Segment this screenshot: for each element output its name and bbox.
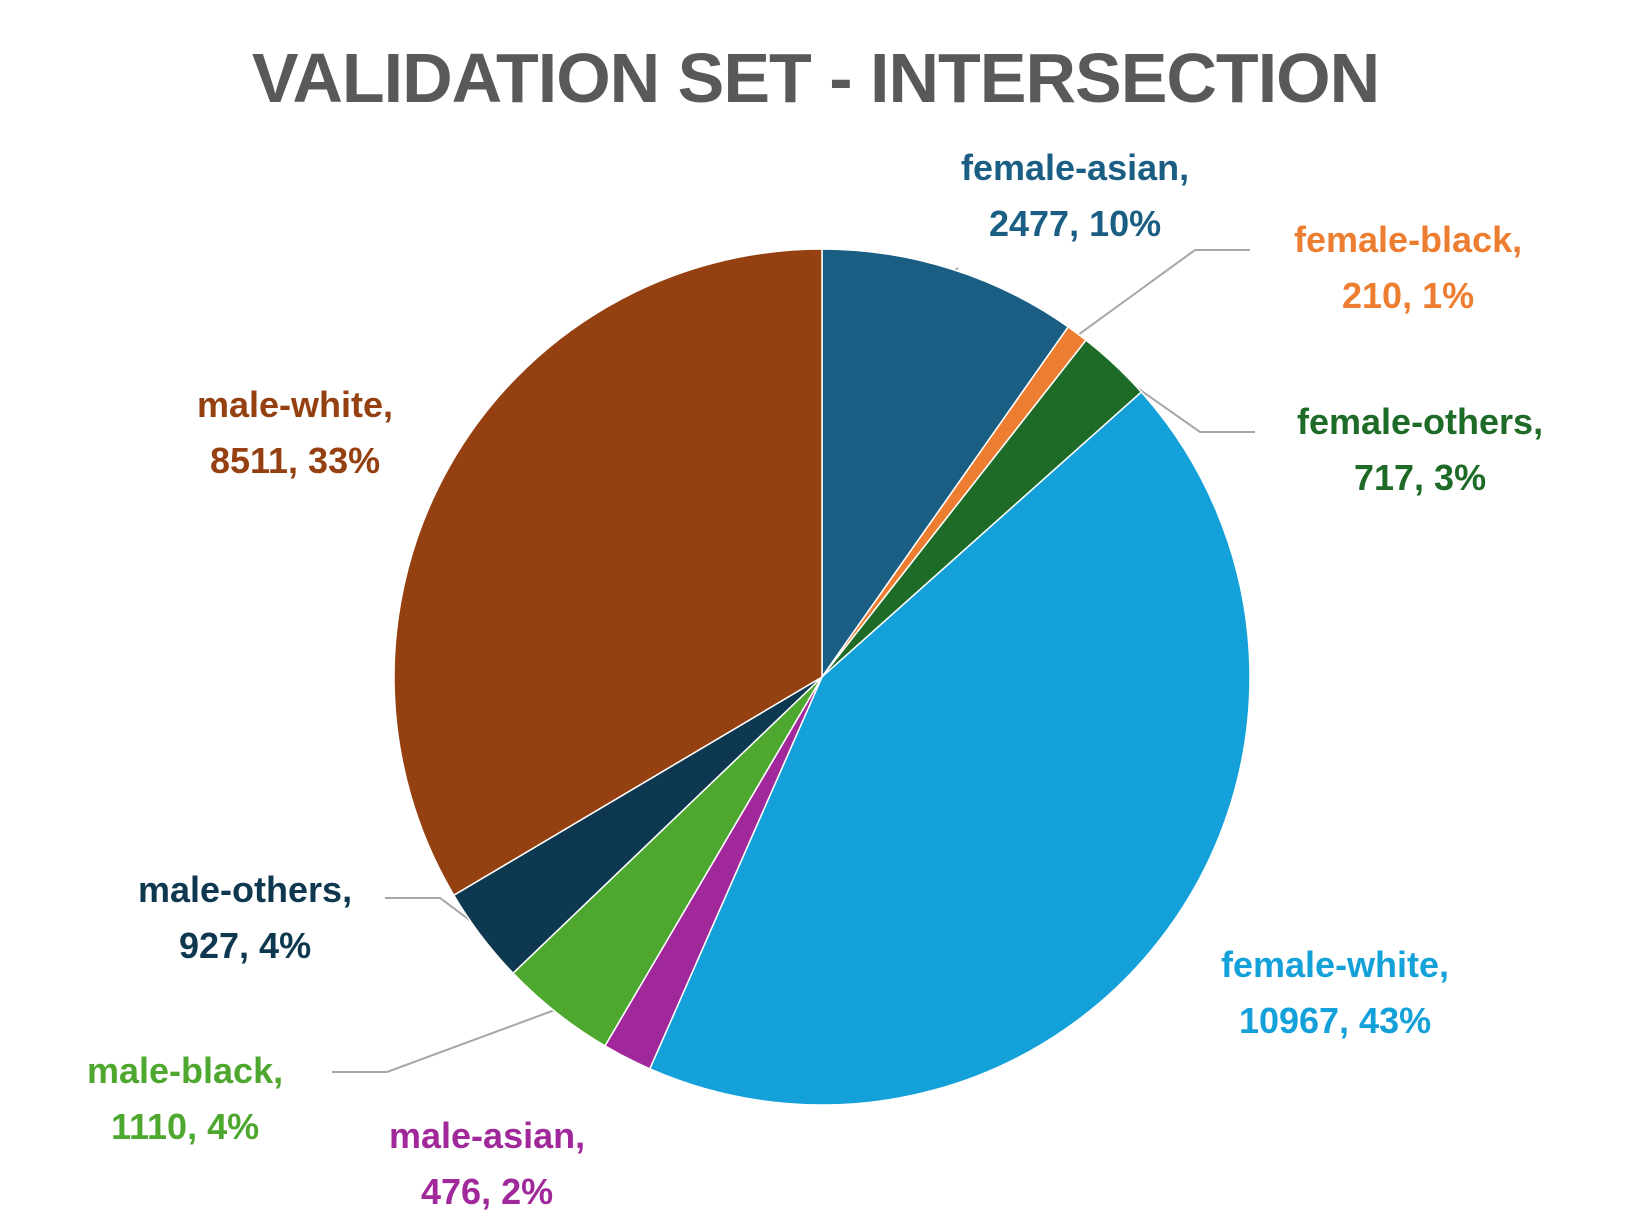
data-label-female-asian: female-asian, 2477, 10%: [961, 140, 1189, 252]
leader-line-female-black: [1073, 249, 1250, 340]
pie-slice-male-white: [393, 248, 823, 897]
data-label-male-white: male-white, 8511, 33%: [197, 377, 393, 489]
data-label-name: male-asian,: [389, 1115, 586, 1156]
data-label-name: female-asian,: [961, 147, 1190, 188]
data-label-value: 210, 1%: [1342, 275, 1475, 316]
data-label-value: 1110, 4%: [110, 1106, 260, 1147]
data-label-value: 8511, 33%: [209, 440, 381, 481]
data-label-value: 10967, 43%: [1238, 1000, 1432, 1041]
data-label-female-others: female-others, 717, 3%: [1297, 394, 1543, 506]
data-label-value: 927, 4%: [178, 925, 312, 966]
leader-line-male-black: [332, 1007, 561, 1073]
pie-slice-female-white: [648, 390, 1251, 1106]
data-label-name: male-others,: [138, 869, 353, 910]
data-label-name: female-white,: [1221, 944, 1450, 985]
data-label-value: 717, 3%: [1353, 457, 1487, 498]
data-label-male-others: male-others, 927, 4%: [138, 862, 352, 974]
data-label-name: female-black,: [1294, 219, 1523, 260]
pie-slices: [393, 248, 1251, 1106]
data-label-value: 476, 2%: [421, 1171, 554, 1212]
data-label-male-asian: male-asian, 476, 2%: [389, 1108, 585, 1220]
chart-title: VALIDATION SET - INTERSECTION: [251, 39, 1380, 117]
pie-slice-female-asian: [821, 248, 1070, 680]
data-label-name: male-white,: [197, 384, 394, 425]
data-label-value: 2477, 10%: [988, 203, 1162, 244]
data-label-female-white: female-white, 10967, 43%: [1221, 937, 1449, 1049]
data-label-male-black: male-black, 1110, 4%: [87, 1043, 283, 1155]
data-label-female-black: female-black, 210, 1%: [1294, 212, 1522, 324]
data-label-name: female-others,: [1297, 401, 1544, 442]
data-label-name: male-black,: [87, 1050, 284, 1091]
